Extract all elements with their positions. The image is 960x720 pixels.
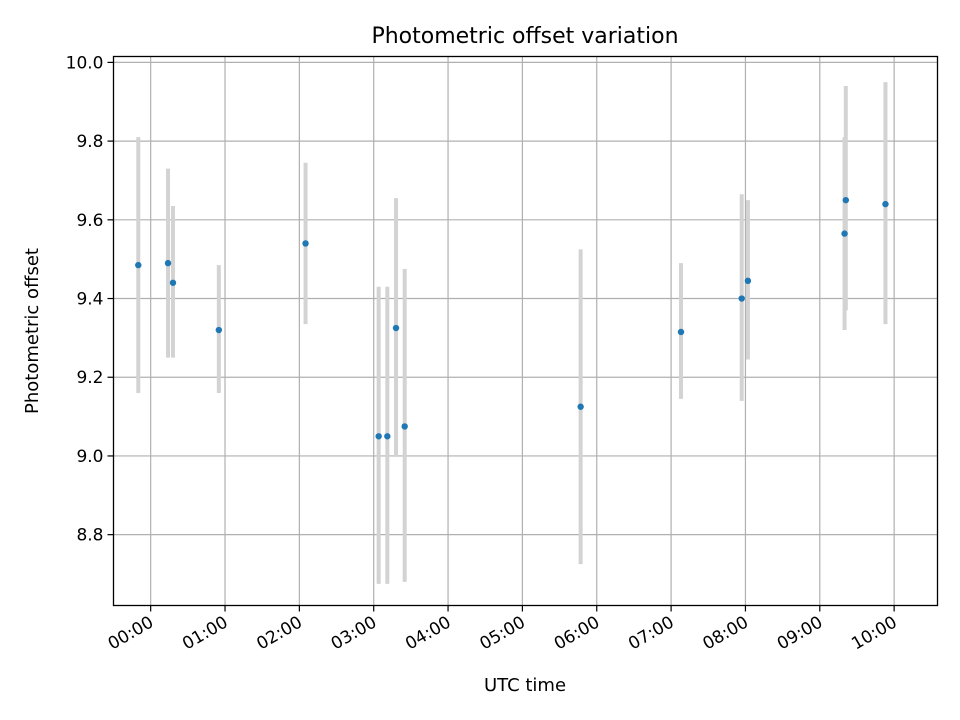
data-point xyxy=(744,277,752,285)
y-tick-label: 9.8 xyxy=(76,132,103,152)
y-tick-label: 10.0 xyxy=(66,53,104,73)
chart-title: Photometric offset variation xyxy=(371,24,678,49)
plot-frame xyxy=(112,55,939,607)
data-point xyxy=(302,240,309,247)
y-tick-label: 9.2 xyxy=(76,368,103,388)
x-axis-label: UTC time xyxy=(484,675,566,696)
y-axis-label: Photometric offset xyxy=(22,248,43,414)
y-tick-label: 9.4 xyxy=(76,290,103,310)
data-point xyxy=(841,230,848,237)
data-point xyxy=(135,261,142,269)
data-point xyxy=(375,433,382,440)
data-point xyxy=(384,433,391,440)
data-point xyxy=(882,200,889,208)
data-point xyxy=(392,324,400,332)
y-axis: 8.8 9.0 9.2 9.4 9.6 9.8 10.0 xyxy=(66,53,114,546)
data-point xyxy=(738,295,745,302)
data-point xyxy=(215,326,223,334)
data-point xyxy=(164,259,172,267)
y-tick-label: 9.0 xyxy=(76,447,103,467)
data-point xyxy=(401,423,408,430)
data-point xyxy=(842,196,850,204)
data-point xyxy=(169,279,177,286)
grid xyxy=(113,56,938,606)
data-point xyxy=(677,328,685,336)
data-points xyxy=(135,196,889,440)
y-tick-label: 8.8 xyxy=(76,526,103,546)
data-point xyxy=(577,403,584,410)
y-tick-label: 9.6 xyxy=(76,211,103,231)
